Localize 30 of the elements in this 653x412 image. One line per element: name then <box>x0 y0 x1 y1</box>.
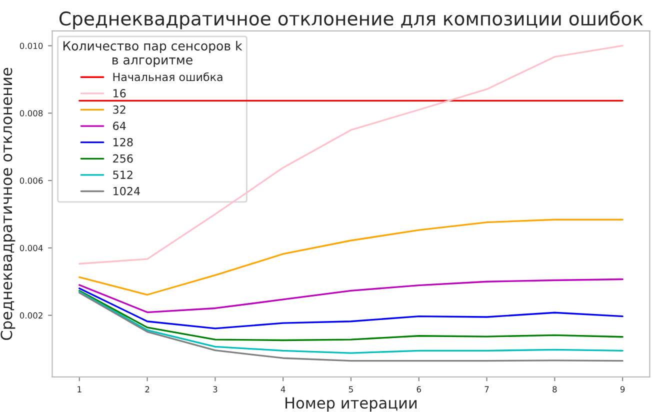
x-tick-label: 7 <box>484 386 489 392</box>
x-tick-label: 8 <box>552 386 557 392</box>
x-tick-label: 1 <box>78 386 82 392</box>
legend-label: 512 <box>113 170 132 180</box>
line-series <box>78 288 624 330</box>
x-tick-label: 5 <box>348 386 353 392</box>
x-tick-label: 2 <box>145 386 150 392</box>
legend-label: 128 <box>114 138 133 146</box>
line-series <box>78 278 624 314</box>
legend-title: Количество пар сенсоров k в алгоритме <box>63 40 242 67</box>
y-tick-label: 0.008 <box>20 110 43 116</box>
chart-title: Среднеквадратичное отклонение для композиции ошибок <box>59 10 643 30</box>
y-tick-label: 0.002 <box>20 312 42 319</box>
legend-label: 1024 <box>114 186 140 196</box>
legend-label: 256 <box>113 154 133 163</box>
x-tick-label: 3 <box>213 386 218 392</box>
x-tick-label: 4 <box>280 386 286 392</box>
y-tick-label: 0.004 <box>20 244 43 252</box>
legend-label: 32 <box>113 105 126 114</box>
y-axis-title: Среднеквадратичное отклонение <box>0 68 16 340</box>
legend-label: Начальная ошибка <box>113 72 222 82</box>
x-tick-label: 6 <box>416 386 422 392</box>
legend-label: 64 <box>113 122 126 130</box>
line-series <box>78 218 624 296</box>
line-series <box>78 290 624 342</box>
y-tick-label: 0.010 <box>20 42 43 50</box>
y-tick-label: 0.006 <box>20 178 43 184</box>
x-tick-label: 9 <box>620 386 625 392</box>
x-axis-title: Номер итерации <box>286 397 417 412</box>
legend-label: 16 <box>114 89 126 98</box>
